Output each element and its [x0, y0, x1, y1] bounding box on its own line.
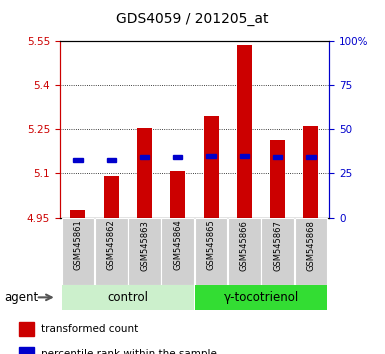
Bar: [295, 218, 327, 285]
Bar: [128, 218, 161, 285]
Bar: [273, 155, 282, 159]
Bar: [240, 154, 249, 158]
Text: GSM545867: GSM545867: [273, 220, 282, 270]
Bar: [140, 155, 149, 159]
Text: GSM545863: GSM545863: [140, 220, 149, 270]
Bar: [195, 285, 327, 310]
Bar: [173, 155, 182, 159]
Bar: [206, 154, 216, 158]
Bar: [303, 126, 318, 218]
Bar: [107, 159, 116, 162]
Text: GSM545868: GSM545868: [306, 220, 315, 270]
Text: transformed count: transformed count: [42, 324, 139, 334]
Text: γ-tocotrienol: γ-tocotrienol: [223, 291, 299, 304]
Text: GSM545866: GSM545866: [240, 220, 249, 270]
Bar: [237, 45, 252, 218]
Text: percentile rank within the sample: percentile rank within the sample: [42, 349, 217, 354]
Text: GSM545865: GSM545865: [207, 220, 216, 270]
Bar: [19, 347, 35, 354]
Bar: [170, 171, 185, 218]
Bar: [95, 218, 127, 285]
Bar: [73, 159, 83, 162]
Bar: [62, 218, 94, 285]
Bar: [204, 116, 219, 218]
Bar: [19, 322, 35, 336]
Bar: [137, 128, 152, 218]
Bar: [270, 139, 285, 218]
Text: GDS4059 / 201205_at: GDS4059 / 201205_at: [116, 12, 269, 27]
Bar: [261, 218, 294, 285]
Bar: [195, 218, 228, 285]
Text: agent: agent: [4, 291, 38, 304]
Bar: [306, 155, 316, 159]
Text: GSM545861: GSM545861: [74, 220, 82, 270]
Text: control: control: [107, 291, 148, 304]
Bar: [70, 210, 85, 218]
Bar: [161, 218, 194, 285]
Text: GSM545864: GSM545864: [173, 220, 182, 270]
Bar: [228, 218, 261, 285]
Bar: [62, 285, 194, 310]
Text: GSM545862: GSM545862: [107, 220, 116, 270]
Bar: [104, 176, 119, 218]
